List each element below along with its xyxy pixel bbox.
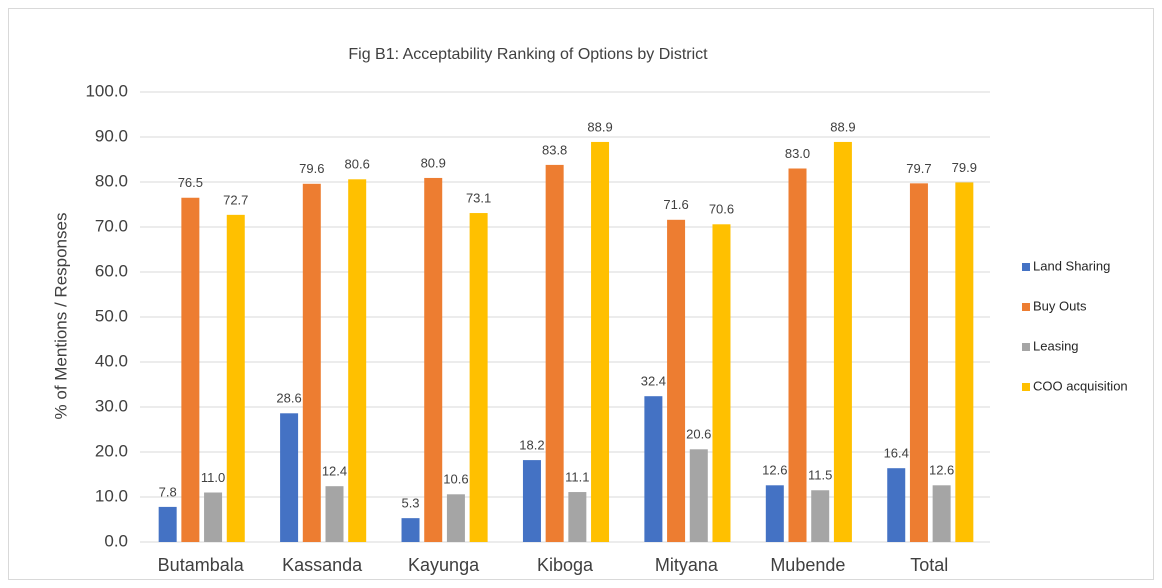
- x-tick-label: Kiboga: [537, 555, 594, 575]
- data-label: 20.6: [686, 427, 711, 442]
- bar: [348, 179, 367, 543]
- data-label: 83.0: [785, 146, 810, 161]
- bar: [591, 141, 610, 542]
- x-tick-label: Mubende: [770, 555, 845, 575]
- legend-label: Leasing: [1033, 338, 1079, 353]
- bar: [667, 219, 686, 543]
- bar: [765, 485, 784, 542]
- bar: [446, 494, 465, 542]
- bar: [545, 164, 564, 542]
- y-tick-label: 50.0: [95, 306, 128, 325]
- bar: [689, 449, 708, 542]
- legend-label: Land Sharing: [1033, 258, 1110, 273]
- y-tick-label: 100.0: [85, 81, 128, 100]
- bar: [302, 183, 321, 543]
- x-tick-label: Butambala: [158, 555, 245, 575]
- bar: [811, 490, 830, 542]
- data-label: 88.9: [830, 119, 855, 134]
- data-label: 12.4: [322, 464, 347, 479]
- bar: [568, 492, 587, 542]
- bar: [955, 182, 974, 542]
- bar: [469, 213, 488, 543]
- y-tick-label: 30.0: [95, 396, 128, 415]
- data-label: 71.6: [663, 197, 688, 212]
- data-label: 11.5: [808, 468, 832, 483]
- y-tick-label: 20.0: [95, 441, 128, 460]
- bar: [522, 460, 541, 542]
- y-tick-label: 60.0: [95, 261, 128, 280]
- y-tick-label: 40.0: [95, 351, 128, 370]
- data-label: 5.3: [401, 496, 419, 511]
- y-tick-label: 80.0: [95, 171, 128, 190]
- bar: [401, 518, 420, 542]
- data-label: 32.4: [641, 374, 666, 389]
- y-axis-label: % of Mentions / Responses: [51, 213, 70, 420]
- data-label: 73.1: [466, 190, 491, 205]
- data-label: 70.6: [709, 202, 734, 217]
- chart-title: Fig B1: Acceptability Ranking of Options…: [348, 46, 708, 63]
- data-label: 79.6: [299, 161, 324, 176]
- y-tick-label: 90.0: [95, 126, 128, 145]
- bar: [325, 486, 344, 542]
- x-tick-label: Kassanda: [282, 555, 363, 575]
- y-tick-label: 10.0: [95, 486, 128, 505]
- x-tick-label: Total: [910, 555, 948, 575]
- data-label: 80.6: [345, 157, 370, 172]
- bar: [204, 492, 223, 542]
- bar: [158, 506, 177, 542]
- x-tick-label: Mityana: [655, 555, 719, 575]
- legend-swatch: [1022, 343, 1030, 351]
- data-label: 79.7: [906, 161, 931, 176]
- data-label: 79.9: [952, 160, 977, 175]
- legend-swatch: [1022, 263, 1030, 271]
- data-label: 11.1: [565, 469, 589, 484]
- data-label: 72.7: [223, 192, 248, 207]
- data-label: 80.9: [421, 155, 446, 170]
- bar: [909, 183, 928, 542]
- bar: [226, 214, 245, 542]
- data-label: 16.4: [884, 446, 909, 461]
- data-label: 7.8: [159, 484, 177, 499]
- legend-swatch: [1022, 383, 1030, 391]
- bar: [424, 177, 443, 542]
- data-label: 76.5: [178, 175, 203, 190]
- bar: [932, 485, 951, 542]
- data-label: 12.6: [929, 463, 954, 478]
- data-label: 88.9: [587, 119, 612, 134]
- bar: [788, 168, 807, 542]
- bar: [712, 224, 731, 543]
- bar: [280, 413, 299, 542]
- bar: [181, 197, 200, 542]
- legend-label: COO acquisition: [1033, 378, 1128, 393]
- data-label: 83.8: [542, 142, 567, 157]
- data-label: 28.6: [276, 391, 301, 406]
- bar: [644, 396, 663, 542]
- bar: [887, 468, 906, 542]
- data-label: 18.2: [519, 438, 544, 453]
- data-label: 12.6: [762, 463, 787, 478]
- data-label: 11.0: [201, 470, 225, 485]
- y-tick-label: 70.0: [95, 216, 128, 235]
- x-tick-label: Kayunga: [408, 555, 480, 575]
- y-tick-label: 0.0: [104, 531, 128, 550]
- data-label: 10.6: [443, 472, 468, 487]
- bar: [833, 141, 852, 542]
- legend-swatch: [1022, 303, 1030, 311]
- legend-label: Buy Outs: [1033, 298, 1087, 313]
